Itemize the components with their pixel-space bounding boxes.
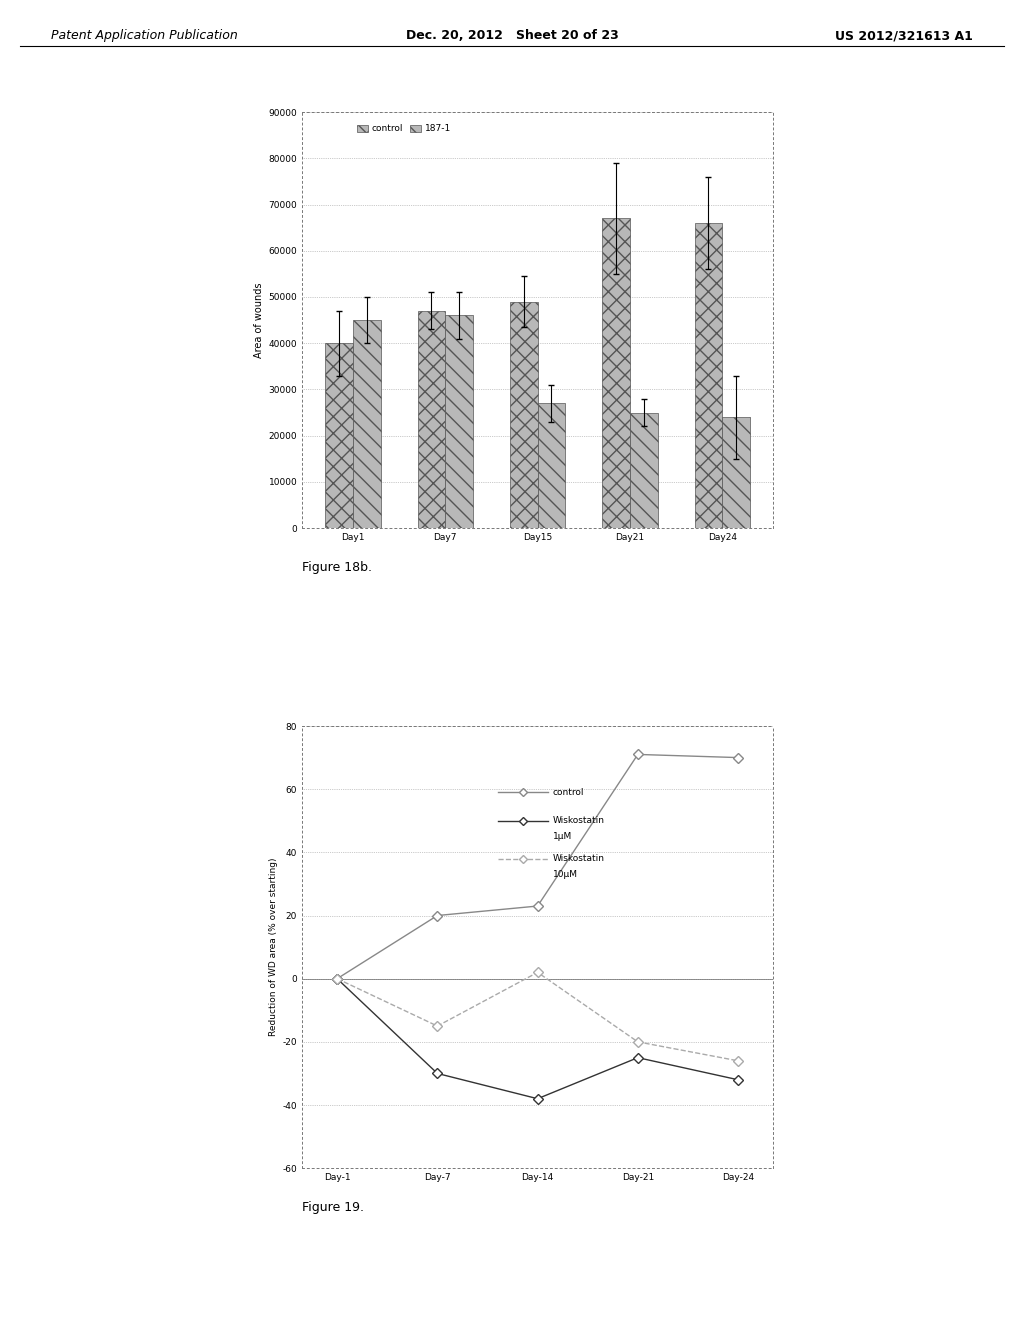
Y-axis label: Area of wounds: Area of wounds [254,282,264,358]
Text: Patent Application Publication: Patent Application Publication [51,29,238,42]
Bar [630,412,657,528]
Text: control: control [553,788,584,797]
Legend: control, 187-1: control, 187-1 [353,121,455,137]
Text: Wiskostatin: Wiskostatin [553,854,604,863]
Text: Figure 18b.: Figure 18b. [302,561,372,574]
Bar [418,312,445,528]
Text: Figure 19.: Figure 19. [302,1201,365,1214]
Bar [510,302,538,528]
Bar [326,343,353,528]
Text: 1μM: 1μM [553,832,571,841]
Text: 10μM: 10μM [553,870,578,879]
Bar [538,404,565,528]
Text: Dec. 20, 2012   Sheet 20 of 23: Dec. 20, 2012 Sheet 20 of 23 [406,29,618,42]
Y-axis label: Reduction of WD area (% over starting): Reduction of WD area (% over starting) [269,858,279,1036]
Bar [722,417,750,528]
Bar [602,218,630,528]
Bar [353,321,381,528]
Text: US 2012/321613 A1: US 2012/321613 A1 [835,29,973,42]
Bar [694,223,722,528]
Bar [445,315,473,528]
Text: Wiskostatin: Wiskostatin [553,816,604,825]
